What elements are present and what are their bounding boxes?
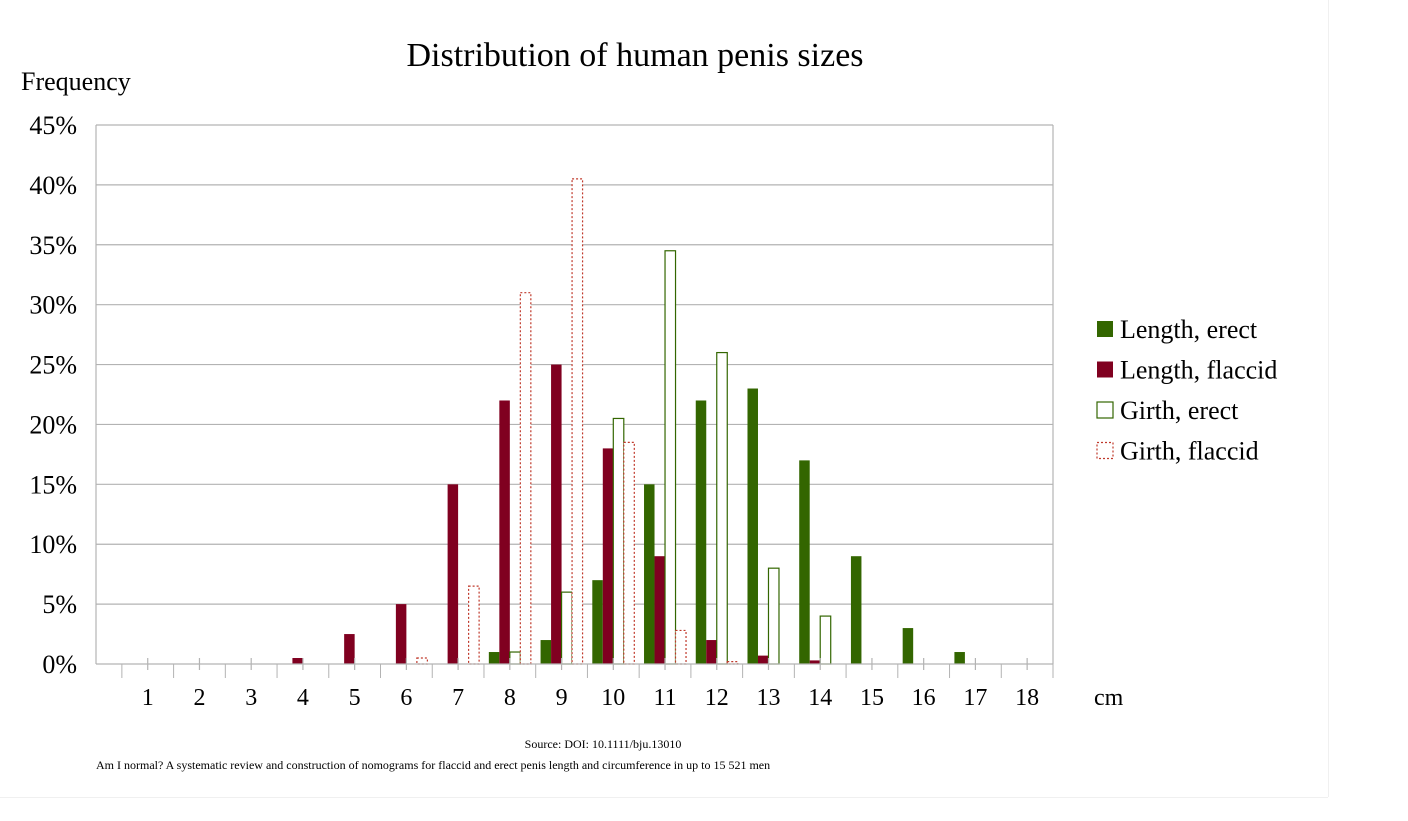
legend-label: Length, erect (1120, 315, 1258, 344)
y-tick-label: 30% (29, 291, 77, 320)
axes (95, 125, 1054, 678)
bar-length-flaccid (757, 655, 769, 664)
bar-girth-erect (716, 351, 728, 665)
x-tick-label: 17 (963, 685, 987, 711)
bar-girth-flaccid (623, 441, 635, 665)
bar-girth-flaccid (519, 292, 532, 665)
bar-length-erect (695, 400, 707, 664)
legend-swatch (1097, 321, 1113, 337)
x-tick-label: 9 (556, 685, 568, 711)
bar-length-flaccid (809, 660, 821, 664)
bar-series (292, 178, 965, 665)
x-tick-label: 8 (504, 685, 516, 711)
bar-length-erect (747, 388, 758, 664)
frame-divider (1328, 0, 1329, 797)
x-tick-label: 7 (452, 685, 464, 711)
legend: Length, erect Length, flaccid Girth, erect… (1096, 315, 1277, 466)
y-tick-label: 35% (29, 231, 77, 260)
bar-girth-erect (767, 567, 780, 665)
y-tick-label: 15% (29, 470, 77, 499)
bar-length-erect (902, 628, 914, 664)
x-tick-label: 18 (1015, 685, 1039, 711)
x-tick-label: 10 (601, 685, 625, 711)
bar-length-erect (540, 640, 552, 664)
legend-swatch (1097, 361, 1113, 378)
bar-length-erect (488, 652, 500, 664)
x-tick-label: 3 (245, 685, 257, 711)
bar-length-erect (954, 652, 965, 664)
bar-girth-erect (612, 417, 625, 665)
bar-length-flaccid (551, 364, 562, 664)
bar-girth-erect (560, 591, 573, 665)
bar-girth-flaccid (468, 585, 480, 665)
y-tick-label: 40% (29, 171, 77, 200)
legend-label: Girth, flaccid (1120, 437, 1259, 466)
x-tick-label: 14 (808, 685, 832, 711)
bar-girth-erect (819, 615, 832, 665)
bar-length-flaccid (292, 658, 303, 664)
bar-girth-erect (509, 651, 521, 665)
bar-length-erect (644, 484, 655, 664)
x-tick-label: 5 (349, 685, 361, 711)
x-axis-label: cm (1094, 685, 1124, 711)
bar-length-flaccid (447, 484, 459, 664)
x-tick-label: 6 (400, 685, 412, 711)
citation-text: Am I normal? A systematic review and con… (96, 758, 770, 772)
y-tick-labels: 0% 5% 10% 15% 20% 25% 30% 35% 40% 45% (29, 111, 77, 679)
bar-girth-flaccid (726, 661, 739, 665)
x-tick-label: 2 (193, 685, 205, 711)
x-tick-label: 11 (653, 685, 676, 711)
y-tick-label: 5% (42, 590, 77, 619)
bar-length-flaccid (499, 400, 510, 664)
x-tick-label: 4 (297, 685, 309, 711)
legend-label: Length, flaccid (1120, 356, 1277, 385)
bar-length-flaccid (706, 640, 717, 664)
x-tick-label: 15 (860, 685, 884, 711)
legend-swatch (1096, 401, 1114, 419)
y-tick-label: 0% (42, 650, 77, 679)
bar-girth-flaccid (571, 178, 584, 665)
legend-swatch (1096, 441, 1114, 460)
x-tick-label: 16 (912, 685, 936, 711)
y-tick-label: 10% (29, 530, 77, 559)
y-axis-label: Frequency (21, 67, 131, 96)
bar-length-erect (592, 580, 603, 664)
bar-length-erect (850, 556, 862, 664)
frame-divider (0, 797, 1328, 798)
y-tick-label: 25% (29, 351, 77, 380)
bar-length-flaccid (602, 448, 614, 664)
y-tick-label: 20% (29, 410, 77, 439)
bar-length-flaccid (395, 604, 407, 664)
x-tick-label: 12 (705, 685, 729, 711)
legend-label: Girth, erect (1120, 396, 1239, 425)
bar-girth-flaccid (416, 657, 428, 665)
x-tick-label: 13 (756, 685, 780, 711)
bar-length-flaccid (654, 556, 666, 664)
y-tick-label: 45% (29, 111, 77, 140)
source-text: Source: DOI: 10.1111/bju.13010 (525, 737, 682, 751)
chart-title: Distribution of human penis sizes (406, 37, 863, 74)
bar-girth-erect (664, 250, 677, 665)
bar-length-flaccid (344, 634, 355, 664)
x-tick-labels: 1 2 3 4 5 6 7 8 9 10 11 12 13 14 15 16 17 18 (142, 685, 1039, 711)
bar-length-erect (799, 460, 810, 664)
x-tick-label: 1 (142, 685, 154, 711)
bar-girth-flaccid (674, 629, 687, 665)
